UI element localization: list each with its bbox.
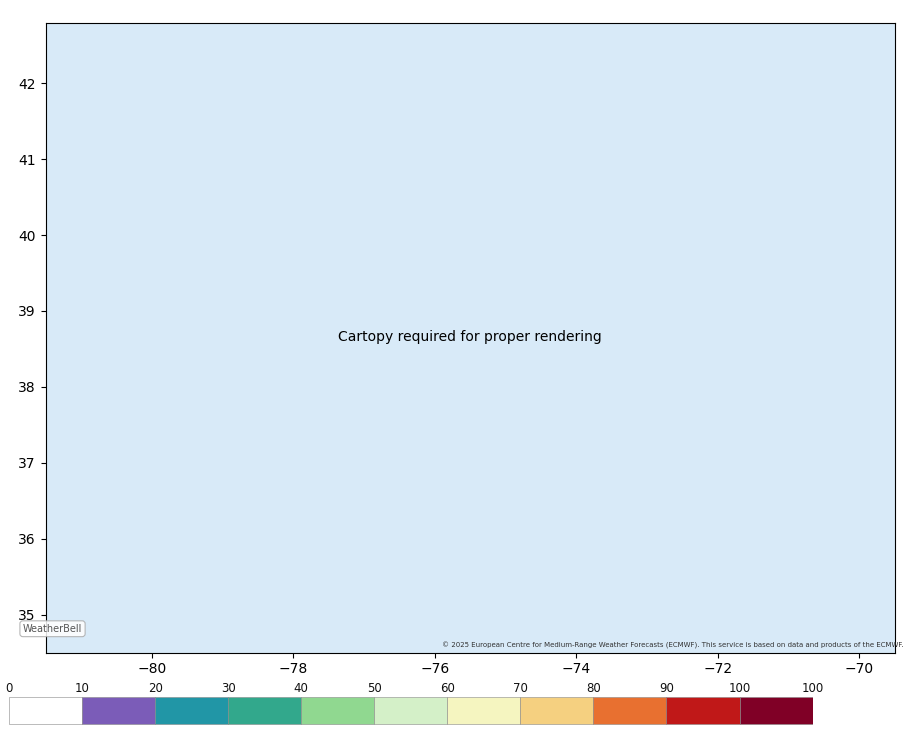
Text: ECMWF Ens 0.1° Init 18z 15 Feb 2025 • Probability of Total Snowfall (10:1) ≥ 12 : ECMWF Ens 0.1° Init 18z 15 Feb 2025 • Pr…	[5, 7, 615, 20]
Text: © 2025 European Centre for Medium-Range Weather Forecasts (ECMWF). This service : © 2025 European Centre for Medium-Range …	[443, 641, 904, 649]
Text: 50: 50	[367, 682, 382, 694]
Text: 60: 60	[440, 682, 455, 694]
Bar	[593, 698, 666, 724]
Text: WeatherBell: WeatherBell	[23, 624, 82, 634]
Text: 100: 100	[802, 682, 824, 694]
Bar	[9, 698, 82, 724]
Text: 10: 10	[75, 682, 89, 694]
Bar	[228, 698, 301, 724]
Text: 100: 100	[729, 682, 750, 694]
Bar	[666, 698, 740, 724]
Bar	[82, 698, 155, 724]
Bar	[301, 698, 374, 724]
Text: 80: 80	[586, 682, 601, 694]
Text: 90: 90	[659, 682, 674, 694]
Bar	[447, 698, 520, 724]
Bar	[155, 698, 228, 724]
Text: Hour: 144 • Valid: 18z Fri 21 Feb 2025: Hour: 144 • Valid: 18z Fri 21 Feb 2025	[640, 7, 908, 20]
Text: 30: 30	[221, 682, 236, 694]
Text: 20: 20	[148, 682, 163, 694]
Text: 0: 0	[5, 682, 13, 694]
Text: 40: 40	[294, 682, 309, 694]
Bar	[520, 698, 593, 724]
Bar	[740, 698, 813, 724]
Text: Cartopy required for proper rendering: Cartopy required for proper rendering	[339, 331, 602, 344]
Text: 70: 70	[513, 682, 528, 694]
Bar	[374, 698, 447, 724]
